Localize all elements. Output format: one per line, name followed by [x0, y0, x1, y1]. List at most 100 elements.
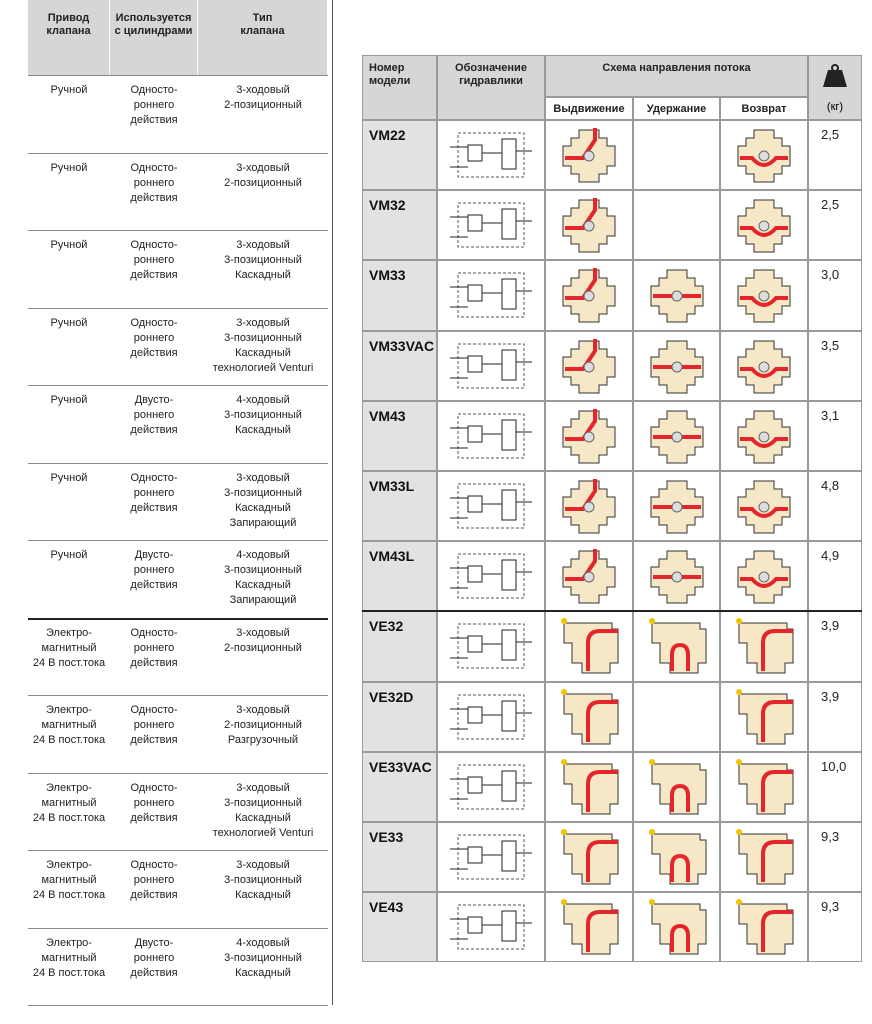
flow-path	[761, 629, 793, 672]
text-line: Электро-	[46, 936, 92, 949]
flow-icon	[648, 829, 706, 885]
flow-cell	[720, 400, 808, 471]
symbol-frame	[457, 834, 525, 880]
symbol-lines	[450, 357, 532, 379]
cell: 3-ходовый 2-позиционный Разгрузочный	[198, 703, 328, 748]
symbol-check	[467, 425, 483, 443]
flow-icon	[648, 758, 706, 815]
flow-cell	[633, 330, 720, 401]
text-line: магнитный	[41, 641, 97, 654]
cell: Электро-магнитный 24 В пост.тока	[28, 781, 110, 826]
text-line: Каскадный	[235, 346, 291, 359]
flow-icon	[561, 618, 619, 674]
text-line: роннего	[133, 796, 175, 809]
cell: Односто-роннего действия	[110, 626, 198, 671]
text-line: 3-позиционный	[224, 564, 302, 576]
model-cell: VM22	[362, 120, 437, 191]
text-line: Запирающий	[229, 594, 297, 606]
cell: Электро-магнитный 24 В пост.тока	[28, 703, 110, 748]
rotor	[583, 501, 595, 513]
symbol-frame	[457, 623, 525, 669]
text-line: 4-ходовый	[236, 936, 290, 949]
text-line: Электро-	[46, 781, 92, 794]
text-line: Односто-	[130, 781, 178, 794]
flow-icon	[562, 408, 616, 464]
weight-cell: 3,5	[808, 330, 862, 401]
text-line: Односто-	[130, 239, 178, 251]
flow-path	[761, 840, 793, 882]
hydraulic-cell	[437, 751, 545, 822]
hydraulic-symbol	[450, 343, 532, 389]
text-line: технологией Venturi	[212, 826, 314, 839]
flow-cell	[545, 400, 633, 471]
flow-cell	[633, 611, 720, 682]
model-cell: VM33	[362, 260, 437, 331]
cell: 3-ходовый 3-позиционный Каскадный	[198, 858, 328, 903]
flow-cell	[545, 120, 633, 191]
cell: Ручной	[28, 393, 110, 408]
text-line: 3-ходовый	[236, 626, 290, 639]
row-line	[28, 617, 328, 620]
symbol-frame	[457, 272, 525, 318]
cell: 3-ходовый 2-позиционный	[198, 83, 328, 113]
symbol-check	[467, 355, 483, 373]
hydraulic-symbol	[450, 553, 532, 599]
weight-cell: 2,5	[808, 190, 862, 261]
flow-cell	[633, 120, 720, 191]
text-line: Ручной	[50, 394, 88, 406]
weight-cell: 3,9	[808, 681, 862, 752]
text-line: клапана	[46, 25, 91, 37]
symbol-valve	[501, 208, 517, 240]
text-line: 3-ходовый	[236, 781, 290, 794]
text-line: клапана	[240, 25, 285, 37]
text-line: 24 В пост.тока	[32, 656, 106, 669]
cell: 3-ходовый 2-позиционный	[198, 161, 328, 191]
hydraulic-cell	[437, 260, 545, 331]
symbol-lines	[450, 216, 532, 238]
flow-path	[740, 436, 788, 448]
text-line: 24 В пост.тока	[32, 889, 106, 901]
indicator	[648, 758, 655, 765]
flow-path	[586, 769, 618, 812]
text-line: гидравлики	[459, 75, 523, 87]
symbol-frame	[457, 904, 525, 950]
row-line	[28, 850, 328, 851]
flow-cell	[720, 190, 808, 261]
text-line: Односто-	[130, 859, 178, 871]
text-line: Каскадный	[235, 966, 291, 979]
text-line: действия	[130, 579, 178, 591]
hydraulic-cell	[437, 330, 545, 401]
model-cell: VE32	[362, 611, 437, 682]
text-line: 2-позиционный	[224, 719, 302, 731]
symbol-valve	[501, 349, 517, 381]
flow-cell	[720, 260, 808, 331]
flow-cell	[633, 751, 720, 822]
flow-path	[740, 226, 788, 238]
row-line	[28, 695, 328, 696]
flow-path	[761, 910, 793, 953]
flow-path	[761, 769, 793, 812]
weight-cell: 3,9	[808, 611, 862, 682]
text-line: с цилиндрами	[114, 25, 193, 37]
row-line	[28, 1005, 328, 1006]
cell: Электро-магнитный 24 В пост.тока	[28, 626, 110, 671]
symbol-lines	[450, 146, 532, 168]
flow-path	[740, 156, 788, 167]
text-line: роннего	[133, 564, 175, 576]
flow-path	[740, 577, 788, 589]
cell: Двусто-роннего действия	[110, 548, 198, 593]
symbol-lines	[450, 918, 532, 940]
text-line: Ручной	[50, 84, 88, 96]
symbol-frame	[457, 132, 525, 178]
cell: Ручной	[28, 548, 110, 563]
symbol-frame	[457, 553, 525, 599]
rotor	[671, 361, 682, 373]
cell: Односто-роннего действия	[110, 703, 198, 748]
cell: Двусто-роннего действия	[110, 936, 198, 981]
cell: Ручной	[28, 471, 110, 486]
text-line: действия	[130, 191, 178, 204]
text-line: Запирающий	[229, 516, 297, 529]
cell: 3-ходовый 3-позиционный Каскадный	[198, 238, 328, 283]
hydraulic-cell	[437, 541, 545, 612]
flow-icon	[650, 340, 703, 394]
